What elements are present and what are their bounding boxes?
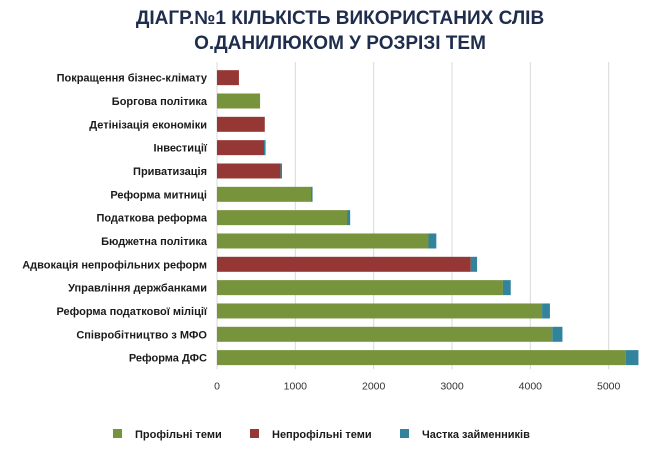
legend-swatch — [113, 429, 122, 438]
x-tick-label: 5000 — [597, 380, 621, 392]
bar-segment — [217, 350, 626, 366]
x-axis-ticks: 0 1000 2000 3000 4000 5000 — [214, 380, 620, 392]
category-label: Інвестиції — [154, 143, 208, 155]
chart-title-line-2: О.ДАНИЛЮКОМ У РОЗРІЗІ ТЕМ — [194, 33, 486, 54]
bar-segment — [217, 233, 429, 249]
legend-swatch — [400, 429, 409, 438]
bar-segment — [217, 280, 503, 296]
category-label: Бюджетна політика — [101, 236, 208, 248]
legend-swatch — [250, 429, 259, 438]
bar-segment — [470, 256, 478, 272]
category-label: Боргова політика — [112, 96, 208, 108]
category-label: Детінізація економіки — [89, 119, 207, 131]
category-labels: Покращення бізнес-клімату Боргова політик… — [22, 73, 208, 365]
x-tick-label: 3000 — [440, 380, 464, 392]
category-label: Реформа митниці — [110, 189, 207, 201]
bar-segment — [217, 256, 471, 272]
category-label: Управління держбанками — [68, 283, 207, 295]
bar-segment — [217, 116, 265, 132]
category-label: Реформа ДФС — [129, 353, 207, 365]
bar-segment — [502, 280, 511, 296]
x-tick-label: 4000 — [519, 380, 543, 392]
bar-segment — [625, 350, 639, 366]
legend-label: Профільні теми — [135, 429, 222, 441]
category-label: Покращення бізнес-клімату — [57, 73, 208, 85]
x-tick-label: 0 — [214, 380, 220, 392]
legend-label: Частка займенників — [422, 429, 530, 441]
bar-segment — [217, 163, 281, 179]
chart-title-line-1: ДІАГР.№1 КІЛЬКІСТЬ ВИКОРИСТАНИХ СЛІВ — [136, 8, 544, 29]
bar-segment — [217, 140, 264, 156]
legend: Профільні теми Непрофільні теми Частка зай… — [113, 429, 530, 441]
legend-label: Непрофільні теми — [272, 429, 372, 441]
category-label: Адвокація непрофільних реформ — [22, 259, 207, 271]
bar-segment — [217, 70, 239, 86]
bar-segment — [217, 186, 311, 202]
bar-segment — [217, 210, 348, 226]
bar-segment — [217, 326, 553, 342]
x-tick-label: 1000 — [284, 380, 308, 392]
category-label: Реформа податкової міліції — [56, 306, 207, 318]
bar-segment — [347, 210, 351, 226]
bars — [217, 70, 639, 366]
bar-segment — [428, 233, 437, 249]
bar-segment — [217, 303, 543, 319]
bar-segment — [542, 303, 550, 319]
bar-segment — [552, 326, 563, 342]
bar-segment — [217, 93, 261, 109]
bar-segment — [311, 186, 313, 202]
x-tick-label: 2000 — [362, 380, 386, 392]
category-label: Податкова реформа — [96, 213, 207, 225]
category-label: Співробітництво з МФО — [76, 329, 207, 341]
bar-segment — [264, 140, 266, 156]
category-label: Приватизація — [133, 166, 207, 178]
bar-segment — [280, 163, 283, 179]
